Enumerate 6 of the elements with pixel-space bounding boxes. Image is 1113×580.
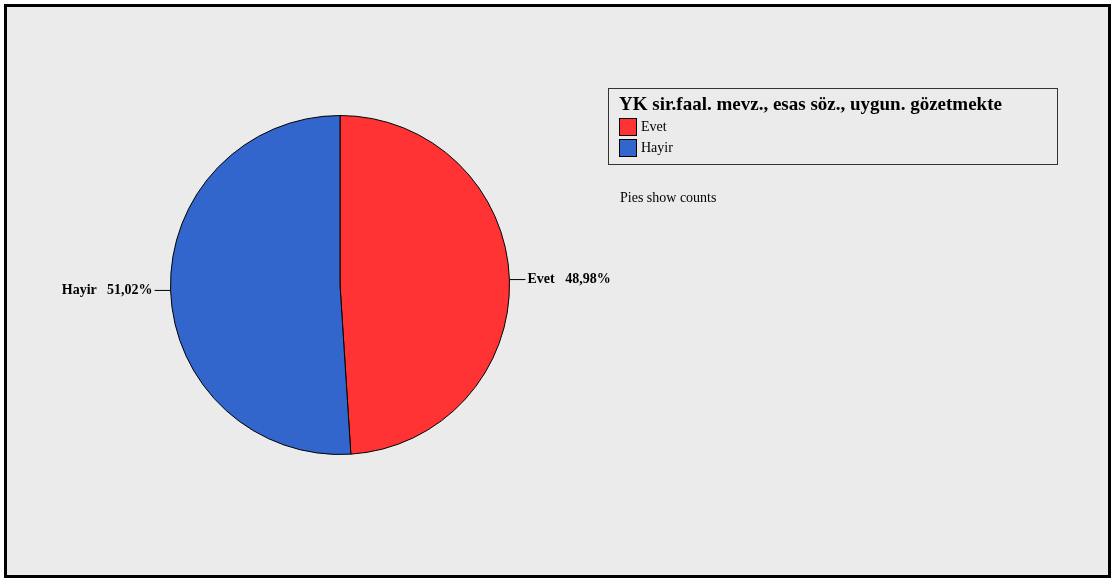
legend-label: Hayir (640, 138, 674, 157)
legend-title: YK sir.faal. mevz., esas söz., uygun. gözetmekte (619, 93, 1003, 115)
category-label: Hayir 51,02% (61, 282, 153, 298)
text: Pies show counts (620, 190, 717, 206)
category-label: Evet 48,98% (527, 271, 611, 287)
legend-label: Evet (640, 117, 668, 136)
